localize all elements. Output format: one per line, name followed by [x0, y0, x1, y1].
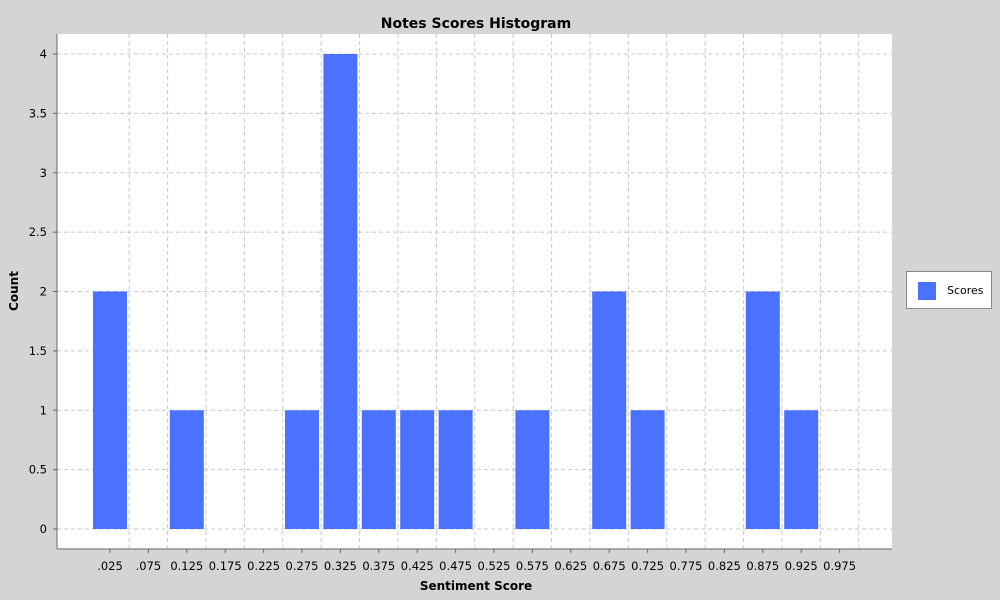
- x-tick-label: 0.225: [247, 559, 280, 573]
- y-tick-label: 2.5: [29, 225, 47, 239]
- y-tick-label: 3: [40, 166, 47, 180]
- bar: [361, 410, 396, 529]
- x-tick-label: 0.475: [439, 559, 472, 573]
- y-tick-label: 0: [40, 522, 47, 536]
- y-tick-label: 0.5: [29, 463, 47, 477]
- y-tick-label: 4: [40, 47, 47, 61]
- bars: [93, 54, 819, 529]
- y-tick-label: 1.5: [29, 344, 47, 358]
- bar: [169, 410, 204, 529]
- y-tick-label: 2: [40, 285, 47, 299]
- x-tick-label: 0.925: [785, 559, 818, 573]
- x-tick-label: 0.875: [746, 559, 779, 573]
- x-tick-label: 0.375: [362, 559, 395, 573]
- x-gridlines: [128, 34, 860, 549]
- bar: [745, 291, 780, 529]
- bar: [93, 291, 127, 529]
- y-tick-label: 1: [40, 403, 47, 417]
- x-tick-label: 0.325: [324, 559, 357, 573]
- x-tick-label: 0.625: [554, 559, 587, 573]
- x-tick-label: 0.175: [209, 559, 242, 573]
- bar: [784, 410, 819, 529]
- x-tick-label: 0.275: [286, 559, 319, 573]
- bar: [515, 410, 550, 529]
- x-tick-label: 0.525: [478, 559, 511, 573]
- x-tick-label: 0.825: [708, 559, 741, 573]
- x-tick-label: 0.675: [593, 559, 626, 573]
- bar: [630, 410, 665, 529]
- x-tick-label: 0.975: [823, 559, 856, 573]
- x-axis-ticks: .025 .075 0.125 0.175 0.225 0.275 0.325 0.375 0.…: [97, 549, 856, 573]
- bar: [400, 410, 435, 529]
- chart-title: Notes Scores Histogram: [381, 16, 571, 32]
- y-axis-ticks: 0 0.5 1 1.5 2 2.5 3 3.5 4: [29, 47, 57, 536]
- bar: [323, 54, 358, 529]
- bar: [592, 291, 627, 529]
- x-tick-label: .075: [136, 559, 162, 573]
- x-tick-label: 0.775: [670, 559, 703, 573]
- x-tick-label: 0.125: [170, 559, 203, 573]
- bar: [438, 410, 473, 529]
- x-tick-label: .025: [97, 559, 123, 573]
- legend-label-scores: Scores: [947, 284, 984, 297]
- y-tick-label: 3.5: [29, 106, 47, 120]
- x-tick-label: 0.575: [516, 559, 549, 573]
- x-tick-label: 0.425: [401, 559, 434, 573]
- legend-swatch-scores: [918, 282, 936, 300]
- bar: [285, 410, 319, 529]
- legend: Scores: [906, 271, 992, 309]
- y-axis-label: Count: [7, 271, 21, 311]
- x-axis-label: Sentiment Score: [420, 579, 532, 593]
- x-tick-label: 0.725: [631, 559, 664, 573]
